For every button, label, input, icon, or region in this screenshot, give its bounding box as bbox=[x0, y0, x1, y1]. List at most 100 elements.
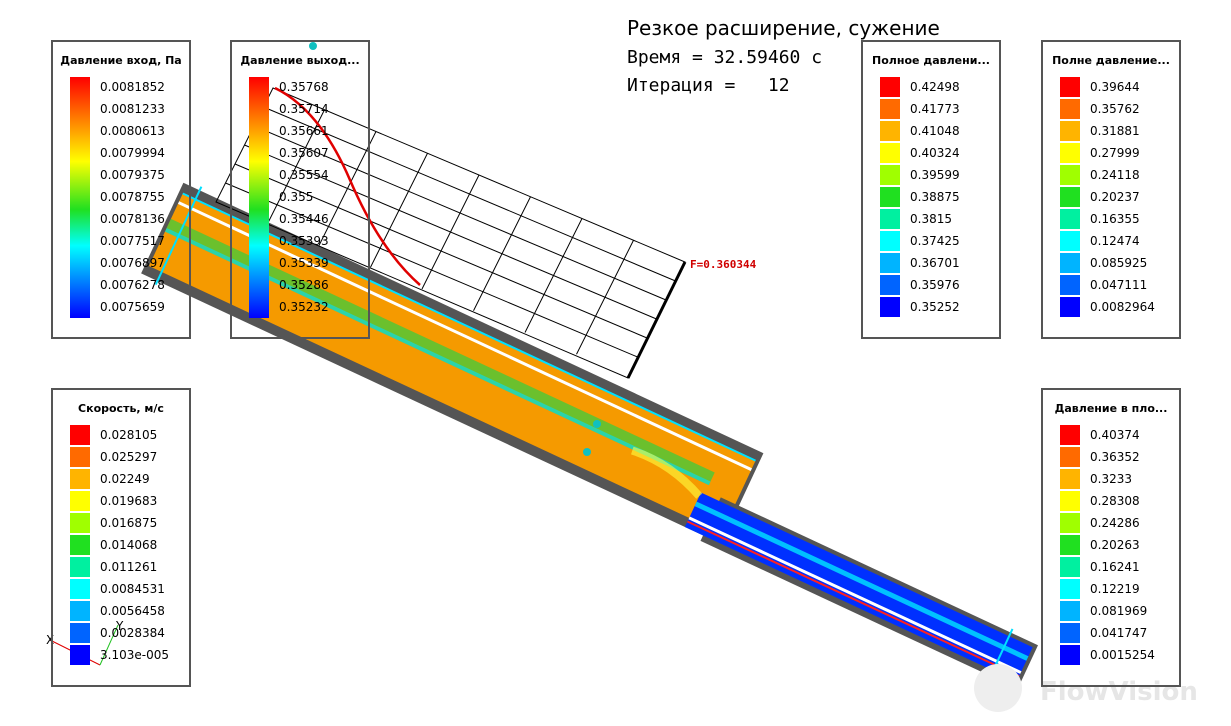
legend-value: 0.35768 bbox=[279, 80, 329, 94]
legend-value: 0.0015254 bbox=[1090, 648, 1155, 662]
legend-title: Скорость, м/с bbox=[78, 402, 164, 415]
legend-value: 0.0076278 bbox=[100, 278, 165, 292]
legend-value: 0.3233 bbox=[1090, 472, 1132, 486]
legend-value: 0.0077517 bbox=[100, 234, 165, 248]
pipe bbox=[141, 182, 1038, 689]
probe-point bbox=[309, 42, 317, 50]
legend-title: Полне давление... bbox=[1052, 54, 1170, 67]
legend-value: 0.35661 bbox=[279, 124, 329, 138]
legend-value: 0.0084531 bbox=[100, 582, 165, 596]
legend-value: 0.0056458 bbox=[100, 604, 165, 618]
legend-value: 0.35976 bbox=[910, 278, 960, 292]
probe-point bbox=[593, 420, 601, 428]
legend-value: 0.27999 bbox=[1090, 146, 1140, 160]
legend-value: 0.41048 bbox=[910, 124, 960, 138]
color-swatch bbox=[1060, 143, 1080, 163]
legend-value: 0.24118 bbox=[1090, 168, 1140, 182]
color-swatch bbox=[1060, 579, 1080, 599]
color-swatch bbox=[1060, 623, 1080, 643]
logo-icon bbox=[974, 664, 1022, 712]
legend-value: 0.019683 bbox=[100, 494, 157, 508]
panel-frame bbox=[1041, 388, 1181, 687]
axis-label: X bbox=[46, 633, 54, 647]
legend-value: 0.35554 bbox=[279, 168, 329, 182]
grid-line bbox=[234, 163, 648, 339]
legend-title: Давление в пло... bbox=[1055, 402, 1168, 415]
probe-grid bbox=[215, 87, 686, 379]
color-swatch bbox=[70, 425, 90, 445]
color-swatch bbox=[880, 143, 900, 163]
legend-value: 0.0079994 bbox=[100, 146, 165, 160]
panel-frame bbox=[230, 40, 370, 339]
legend-value: 0.0076897 bbox=[100, 256, 165, 270]
legend-panel: Давление в пло... 0.40374 0.36352 0.3233 0.2… bbox=[1041, 388, 1181, 687]
legend-value: 0.0075659 bbox=[100, 300, 165, 314]
color-swatch bbox=[70, 601, 90, 621]
legend-value: 0.40374 bbox=[1090, 428, 1140, 442]
legend-panel: Давление выход... 0.35768 0.35714 0.35661 0.… bbox=[230, 40, 370, 339]
legend-value: 0.0079375 bbox=[100, 168, 165, 182]
legend-value: 0.085925 bbox=[1090, 256, 1147, 270]
legend-value: 0.025297 bbox=[100, 450, 157, 464]
color-swatch bbox=[70, 491, 90, 511]
legend-value: 0.35252 bbox=[910, 300, 960, 314]
legend-value: 0.081969 bbox=[1090, 604, 1147, 618]
color-swatch bbox=[70, 623, 90, 643]
color-swatch bbox=[880, 165, 900, 185]
grid-line bbox=[225, 182, 638, 358]
legend-value: 0.36701 bbox=[910, 256, 960, 270]
color-swatch bbox=[880, 253, 900, 273]
legend-value: 0.02249 bbox=[100, 472, 150, 486]
legend-value: 0.047111 bbox=[1090, 278, 1147, 292]
legend-value: 0.20263 bbox=[1090, 538, 1140, 552]
color-swatch bbox=[1060, 99, 1080, 119]
color-swatch bbox=[70, 557, 90, 577]
color-swatch bbox=[1060, 645, 1080, 665]
color-swatch bbox=[880, 99, 900, 119]
iteration: Итерация = 12 bbox=[627, 75, 790, 96]
color-swatch bbox=[880, 121, 900, 141]
legend-value: 0.24286 bbox=[1090, 516, 1140, 530]
legend-value: 0.35446 bbox=[279, 212, 329, 226]
legend-value: 0.011261 bbox=[100, 560, 157, 574]
legend-value: 0.0078755 bbox=[100, 190, 165, 204]
legend-value: 0.35232 bbox=[279, 300, 329, 314]
legend-value: 0.0028384 bbox=[100, 626, 165, 640]
color-swatch bbox=[70, 513, 90, 533]
panel-frame bbox=[861, 40, 1001, 339]
color-swatch bbox=[1060, 209, 1080, 229]
legend-value: 0.355 bbox=[279, 190, 313, 204]
color-swatch bbox=[70, 469, 90, 489]
legend-value: 0.0080613 bbox=[100, 124, 165, 138]
color-bar bbox=[70, 77, 90, 318]
legend-value: 0.0078136 bbox=[100, 212, 165, 226]
legend-value: 0.0082964 bbox=[1090, 300, 1155, 314]
legend-panel: Полное давлени... 0.42498 0.41773 0.41048 0.… bbox=[861, 40, 1001, 339]
legend-value: 0.37425 bbox=[910, 234, 960, 248]
legend-value: 0.16355 bbox=[1090, 212, 1140, 226]
color-swatch bbox=[1060, 535, 1080, 555]
legend-value: 0.16241 bbox=[1090, 560, 1140, 574]
legend-value: 0.12474 bbox=[1090, 234, 1140, 248]
color-swatch bbox=[1060, 447, 1080, 467]
legend-value: 0.39644 bbox=[1090, 80, 1140, 94]
grid-line bbox=[244, 144, 657, 320]
panel-frame bbox=[51, 40, 191, 339]
grid-line bbox=[263, 106, 676, 282]
color-swatch bbox=[880, 187, 900, 207]
color-swatch bbox=[880, 77, 900, 97]
color-swatch bbox=[1060, 187, 1080, 207]
color-swatch bbox=[1060, 601, 1080, 621]
color-swatch bbox=[70, 447, 90, 467]
probe-curve bbox=[274, 86, 421, 286]
color-swatch bbox=[70, 645, 90, 665]
legend-value: 0.28308 bbox=[1090, 494, 1140, 508]
color-swatch bbox=[1060, 425, 1080, 445]
color-swatch bbox=[1060, 557, 1080, 577]
color-swatch bbox=[880, 297, 900, 317]
legend-value: 0.35286 bbox=[279, 278, 329, 292]
probe-point bbox=[583, 448, 591, 456]
color-swatch bbox=[1060, 297, 1080, 317]
legend-panel: Давление вход, Па 0.0081852 0.0081233 0.008… bbox=[51, 40, 191, 339]
